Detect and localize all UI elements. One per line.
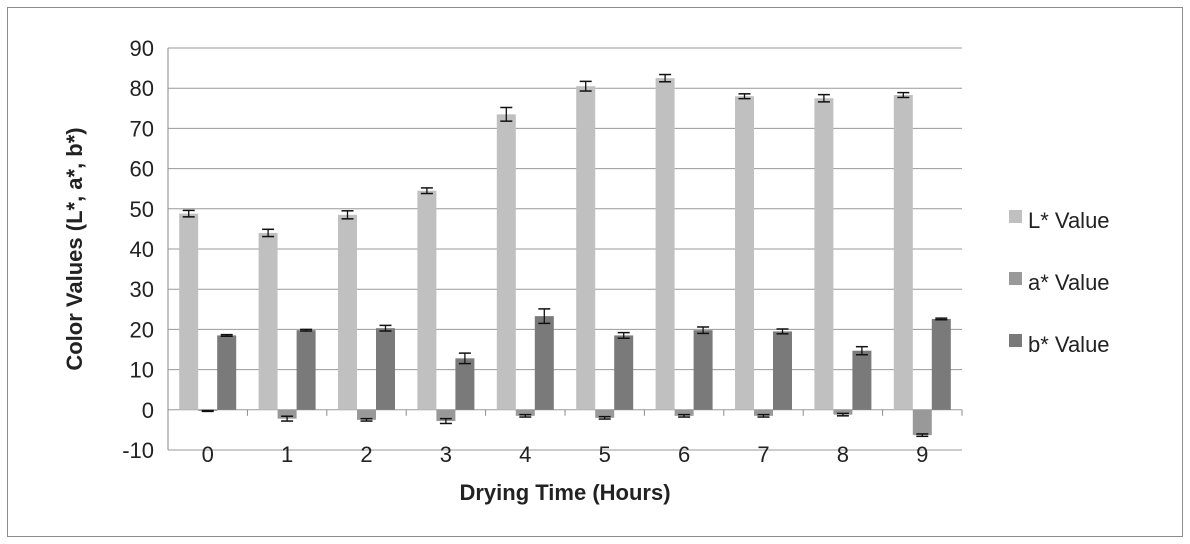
x-tick-label: 6 [678,442,690,467]
y-tick-label: 60 [130,157,154,182]
x-tick-label: 4 [519,442,531,467]
bars [179,78,951,436]
bar [912,409,932,436]
x-tick-label: 7 [757,442,769,467]
bar [735,96,754,410]
y-tick-label: 80 [130,76,154,101]
y-tick-label: 10 [130,358,154,383]
bar [515,409,535,416]
x-tick-label: 3 [440,442,452,467]
bar [357,409,376,420]
bar [595,409,615,418]
bar [258,232,278,410]
x-tick-label: 5 [599,442,611,467]
x-tick-label: 2 [360,442,372,467]
legend-swatch [1009,334,1022,347]
x-tick-label: 8 [837,442,849,467]
bar [773,331,792,410]
bar [893,95,913,410]
bar [693,330,713,410]
x-tick-label: 1 [281,442,293,467]
y-tick-label: 30 [130,277,154,302]
bar [277,409,297,419]
bar [814,98,834,410]
y-tick-label: 20 [130,317,154,342]
bar [576,86,596,410]
bar [534,316,554,410]
y-tick-label: 50 [130,197,154,222]
error-bars [182,73,948,438]
legend-label: a* Value [1028,270,1110,295]
gridlines [168,47,962,451]
bar [655,78,675,410]
bar [376,328,395,410]
bar [417,190,437,410]
bar [674,409,694,416]
bar [179,213,199,410]
bar [217,335,237,410]
x-axis-title: Drying Time (Hours) [459,480,670,505]
x-tick-label: 0 [202,442,214,467]
bar [852,350,872,410]
y-tick-label: 70 [130,116,154,141]
legend-swatch [1009,272,1022,285]
x-tick-label: 9 [916,442,928,467]
y-tick-label: 0 [142,398,154,423]
bar [931,318,951,410]
bar [455,358,475,410]
bar [754,409,773,416]
bar [436,409,456,422]
legend: L* Value a* Value b* Value [1009,208,1110,357]
bar-chart: -10 0 10 20 30 40 50 60 70 80 90 0 1 2 3 4 5 6 7 8 9 Color V… [62,36,1110,505]
y-axis-title: Color Values (L*, a*, b*) [62,127,87,370]
bar [496,114,516,410]
y-tick-label: 90 [130,36,154,61]
axes: -10 0 10 20 30 40 50 60 70 80 90 0 1 2 3 4 5 6 7 8 9 [122,36,963,467]
legend-label: L* Value [1028,208,1110,233]
legend-swatch [1009,210,1022,223]
y-tick-label: -10 [122,438,154,463]
bar [614,335,634,410]
chart-frame: -10 0 10 20 30 40 50 60 70 80 90 0 1 2 3 4 5 6 7 8 9 Color V… [7,7,1183,537]
legend-label: b* Value [1028,332,1110,357]
bar [296,330,316,410]
bar [338,214,357,410]
y-tick-label: 40 [130,237,154,262]
bar [833,409,853,415]
